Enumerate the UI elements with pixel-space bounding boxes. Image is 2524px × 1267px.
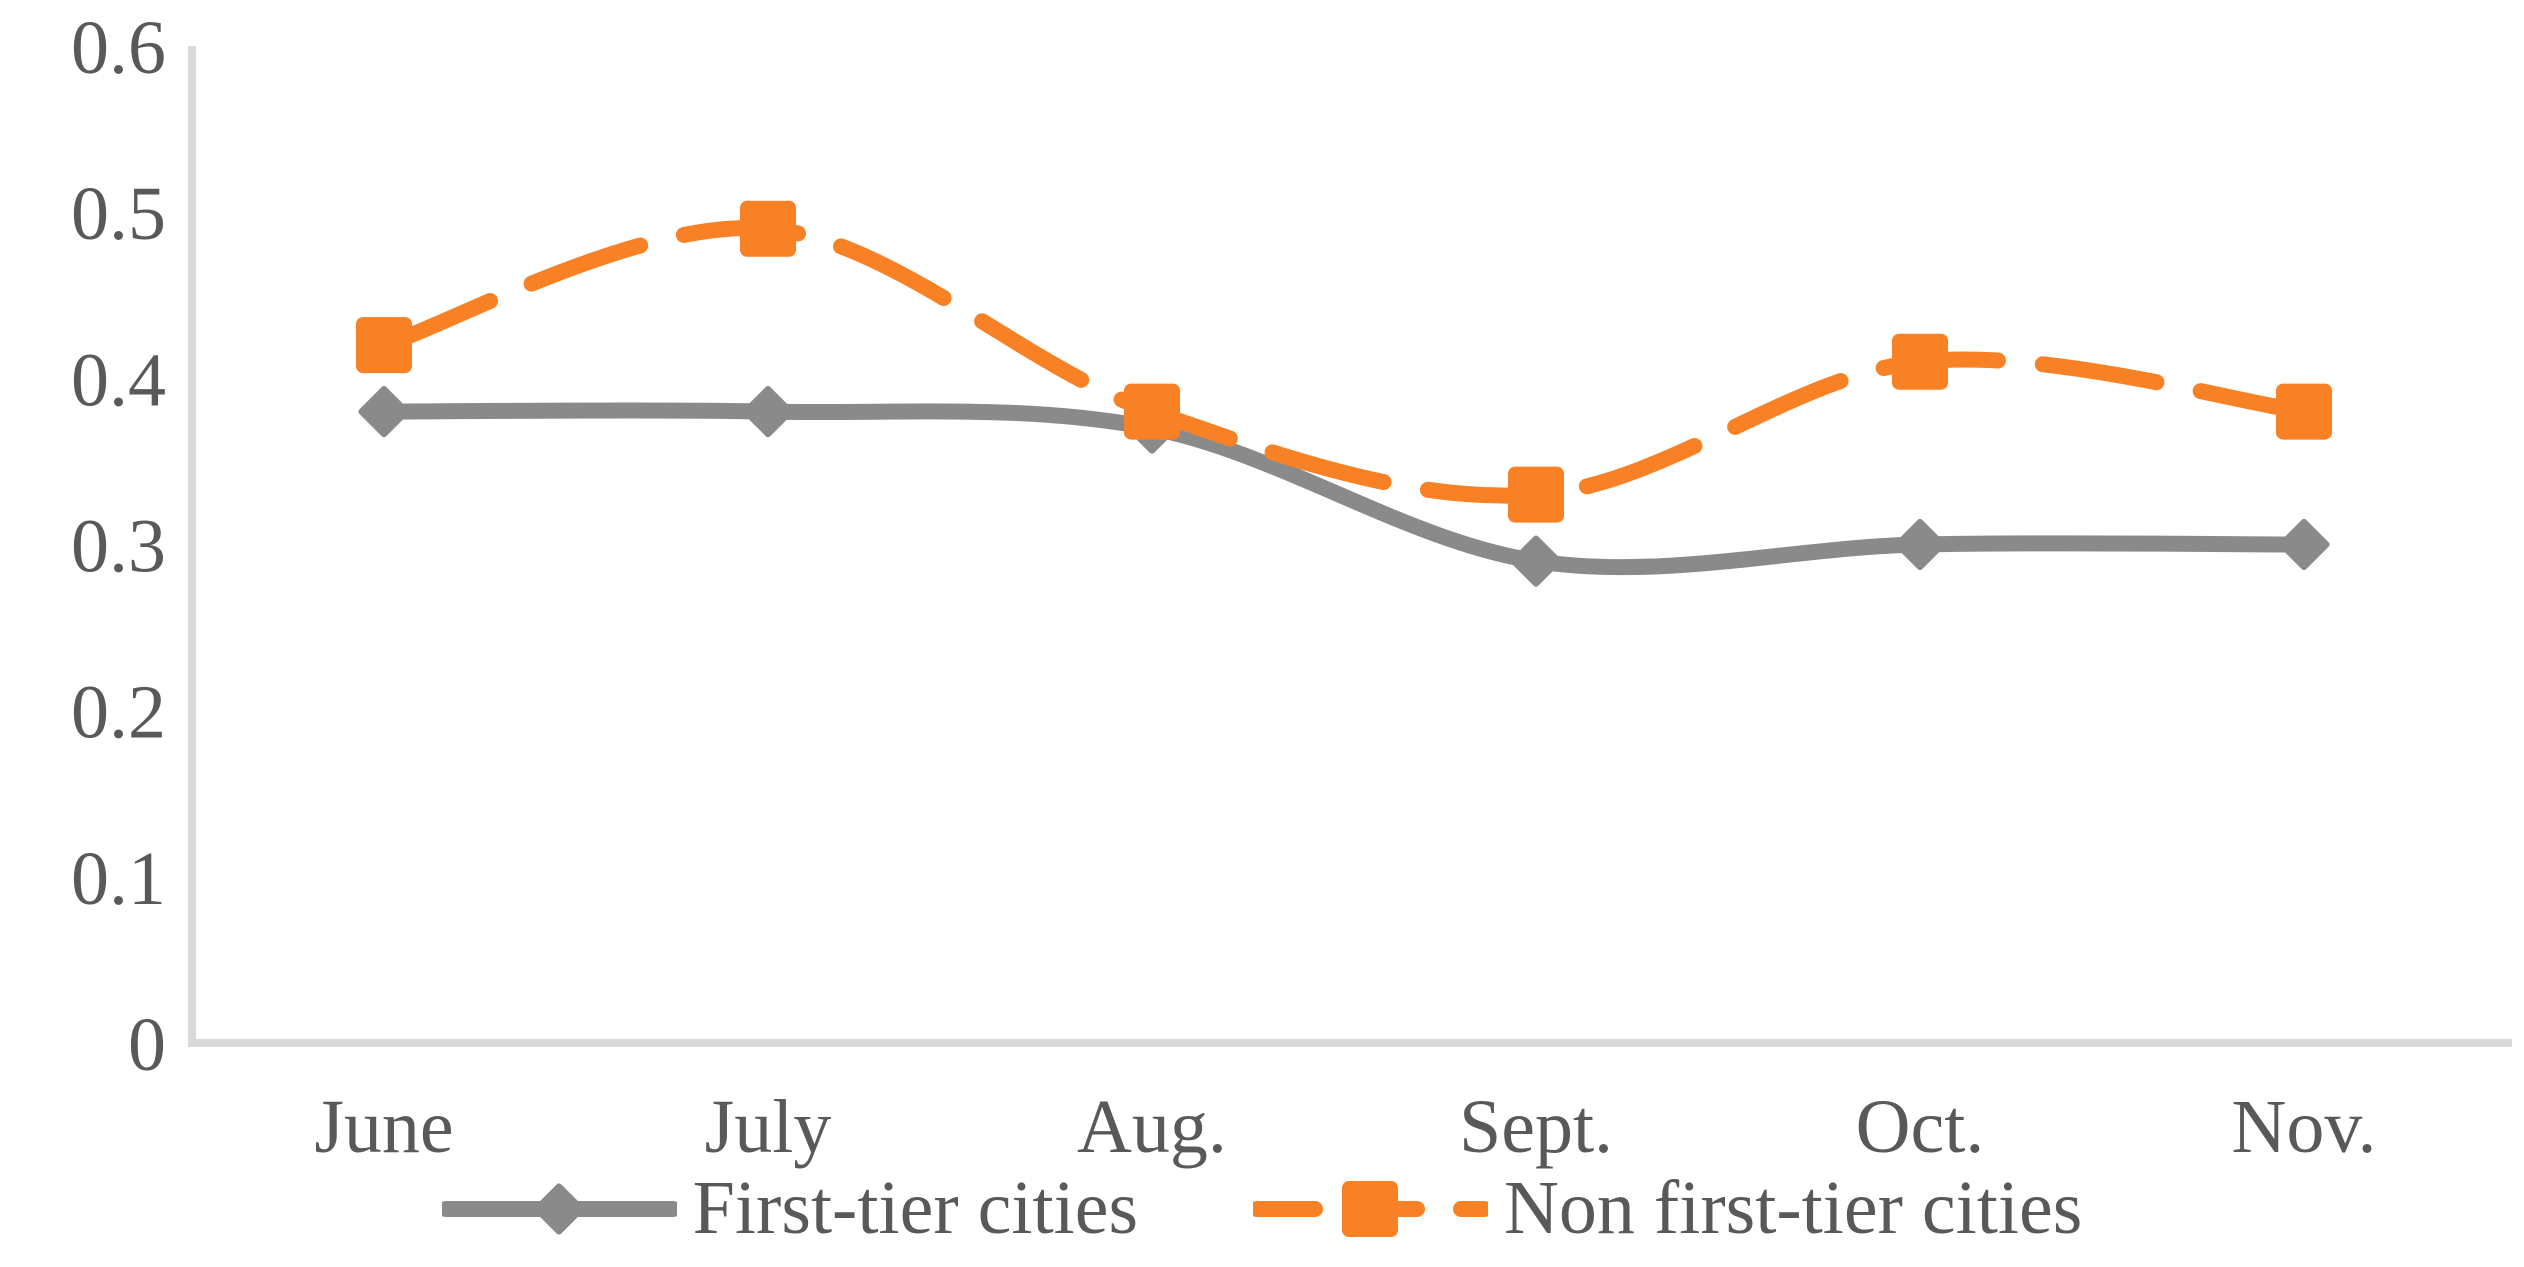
y-tick-label: 0.1 <box>71 837 166 921</box>
data-point-marker-square <box>356 317 412 374</box>
series-first-tier-cities <box>358 385 2330 587</box>
x-axis-label: Oct. <box>1856 1085 1985 1169</box>
y-tick-label: 0.4 <box>71 338 166 422</box>
data-point-marker-square <box>740 200 796 257</box>
legend: First-tier cities Non first-tier cities <box>0 1167 2524 1251</box>
legend-label: First-tier cities <box>692 1166 1139 1251</box>
y-tick-label: 0.2 <box>71 671 166 755</box>
x-axis-label: Sept. <box>1459 1085 1613 1169</box>
legend-swatch-non-first-tier-cities <box>1253 1181 1489 1238</box>
legend-swatch-first-tier-cities <box>441 1183 677 1235</box>
y-tick-label: 0 <box>128 1003 166 1087</box>
series-line-non-first-tier-cities <box>376 220 2312 504</box>
y-tick-label: 0.3 <box>71 505 166 589</box>
data-point-marker-square <box>1508 466 1564 523</box>
series-non-first-tier-cities <box>356 200 2332 523</box>
x-axis-label: July <box>705 1085 832 1169</box>
data-point-marker-square <box>1124 383 1180 440</box>
x-axis-label: June <box>314 1085 453 1169</box>
data-point-marker-diamond <box>533 1183 585 1235</box>
data-point-marker-diamond <box>1510 535 1562 587</box>
data-point-marker-diamond <box>1894 518 1946 571</box>
legend-item-non-first-tier-cities: Non first-tier cities <box>1253 1167 2082 1251</box>
legend-item-first-tier-cities: First-tier cities <box>441 1166 1139 1251</box>
x-axis-label: Aug. <box>1077 1085 1227 1169</box>
legend-label: Non first-tier cities <box>1504 1166 2083 1251</box>
x-axis-label: Nov. <box>2232 1085 2377 1169</box>
data-point-marker-diamond <box>2278 518 2330 571</box>
y-tick-label: 0.6 <box>71 6 166 90</box>
data-point-marker-square <box>1892 333 1948 390</box>
data-point-marker-square <box>1342 1181 1399 1238</box>
data-point-marker-square <box>2276 383 2332 440</box>
y-tick-label: 0.5 <box>71 172 166 256</box>
data-point-marker-diamond <box>742 385 794 438</box>
series-line-first-tier-cities <box>376 402 2312 576</box>
data-point-marker-diamond <box>358 385 410 438</box>
